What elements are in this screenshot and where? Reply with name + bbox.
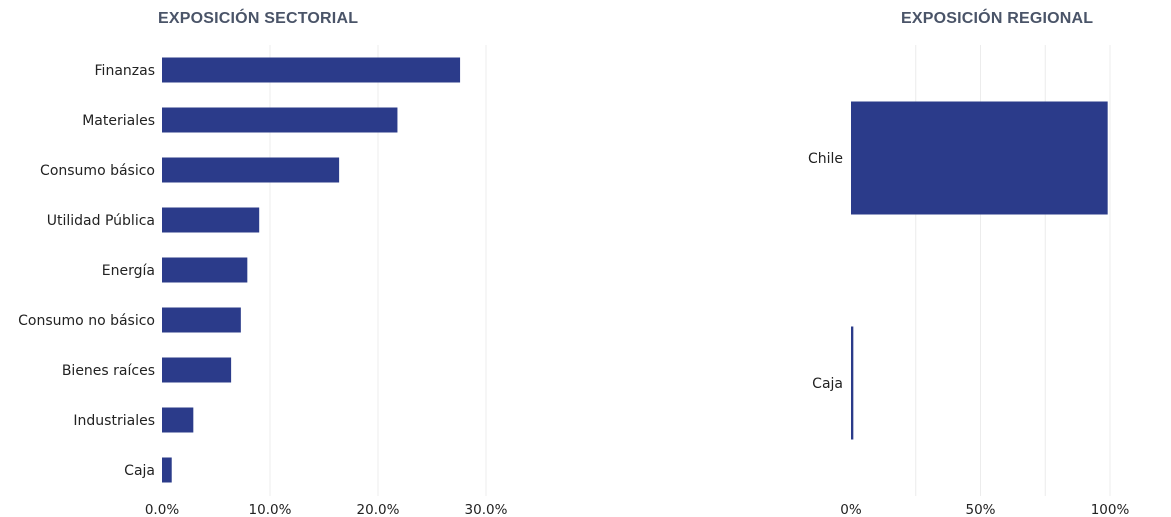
sectorial-category-label: Consumo no básico: [18, 313, 155, 329]
sectorial-x-tick-label: 0.0%: [145, 502, 179, 517]
sectorial-x-tick-label: 10.0%: [249, 502, 292, 517]
sectorial-bar-consumo-no-basico: [162, 307, 241, 333]
sectorial-x-tick-label: 30.0%: [465, 502, 508, 517]
regional-category-label: Chile: [808, 151, 843, 167]
regional-x-tick-label: 0%: [840, 502, 862, 517]
sectorial-bar-utilidad-publica: [162, 207, 260, 233]
sectorial-category-label: Energía: [102, 263, 155, 279]
sectorial-bar-industriales: [162, 407, 194, 433]
sectorial-category-label: Consumo básico: [40, 163, 155, 179]
regional-category-label: Caja: [812, 376, 843, 392]
sectorial-bar-caja: [162, 457, 172, 483]
sectorial-bar-bienes-raices: [162, 357, 232, 383]
sectorial-x-tick-label: 20.0%: [357, 502, 400, 517]
sectorial-category-label: Materiales: [82, 113, 155, 129]
regional-x-tick-label: 50%: [965, 502, 995, 517]
regional-bar-caja: [851, 326, 854, 440]
sectorial-category-label: Industriales: [73, 413, 155, 429]
sectorial-bar-energia: [162, 257, 248, 283]
sectorial-category-label: Finanzas: [95, 63, 155, 79]
sectorial-category-label: Caja: [124, 463, 155, 479]
regional-chart-title: EXPOSICIÓN REGIONAL: [901, 10, 1094, 27]
sectorial-category-label: Utilidad Pública: [47, 213, 155, 229]
regional-bar-chile: [851, 101, 1108, 215]
sectorial-category-label: Bienes raíces: [62, 363, 155, 379]
sectorial-chart-title: EXPOSICIÓN SECTORIAL: [158, 10, 359, 27]
sectorial-bar-finanzas: [162, 57, 461, 83]
regional-x-tick-label: 100%: [1091, 502, 1130, 517]
sectorial-bar-materiales: [162, 107, 398, 133]
sectorial-bar-consumo-basico: [162, 157, 340, 183]
